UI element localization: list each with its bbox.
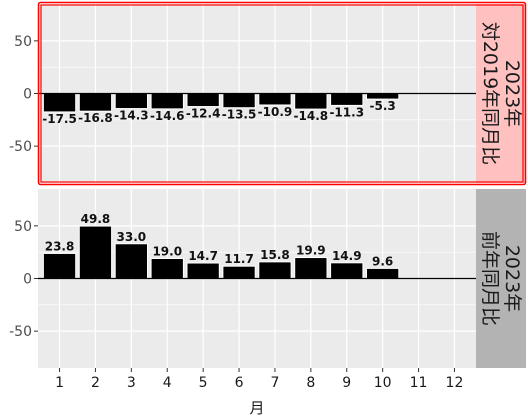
x-tick-label: 9 [342, 375, 351, 391]
y-tick-label: 50 [14, 219, 32, 235]
value-label: 19.9 [296, 244, 326, 258]
x-tick-label: 11 [410, 375, 428, 391]
value-label: 49.8 [81, 212, 111, 226]
value-label: -13.5 [222, 108, 257, 122]
bar-month-5 [186, 93, 220, 108]
x-tick-label: 2 [91, 375, 100, 391]
facet-strip [476, 4, 526, 183]
bar-month-2 [78, 225, 113, 279]
bar-month-2 [78, 93, 113, 112]
facet-strip-label: 前年同月比 [479, 231, 501, 326]
value-label: 23.8 [45, 239, 75, 253]
bar-month-3 [114, 243, 148, 280]
y-tick-label: -50 [9, 139, 32, 155]
value-label: -11.3 [329, 105, 364, 119]
value-label: 14.9 [332, 249, 362, 263]
value-label: -12.4 [186, 107, 221, 121]
x-tick-label: 5 [199, 375, 208, 391]
value-label: -17.5 [42, 112, 77, 126]
y-tick-label: 0 [23, 87, 32, 103]
value-label: -16.8 [78, 111, 113, 125]
x-tick-label: 1 [55, 375, 64, 391]
bar-month-9 [330, 93, 364, 106]
facet-strip [476, 189, 526, 368]
bar-month-3 [114, 93, 148, 110]
y-tick-label: -50 [9, 324, 32, 340]
bar-month-4 [150, 93, 184, 110]
bar-month-1 [42, 93, 77, 113]
x-tick-label: 6 [235, 375, 244, 391]
bar-month-9 [330, 262, 364, 280]
bar-month-7 [258, 93, 292, 106]
value-label: -5.3 [370, 99, 396, 113]
bar-month-4 [150, 257, 184, 279]
value-label: 14.7 [188, 249, 218, 263]
x-axis-title: 月 [249, 399, 264, 417]
value-label: 11.7 [224, 252, 254, 266]
x-tick-label: 10 [374, 375, 392, 391]
facet-strip-label: 2023年 [501, 245, 523, 312]
bar-month-10 [366, 267, 400, 279]
bar-month-8 [294, 93, 328, 110]
value-label: -14.8 [294, 109, 329, 123]
facet-panel-2: 23.8 49.8 33.0 19.0 14.7 11.7 15.8 19.9 14.9 9.6 5… [9, 189, 526, 368]
value-label: 15.8 [260, 248, 290, 262]
value-label: 19.0 [152, 244, 182, 258]
x-tick-label: 12 [446, 375, 464, 391]
value-label: 9.6 [372, 254, 393, 268]
x-tick-label: 3 [127, 375, 136, 391]
bar-month-5 [186, 262, 220, 279]
highlight-border-inner [40, 4, 524, 183]
x-axis: 1 2 3 4 5 6 7 8 9 10 11 12 [55, 368, 463, 391]
bar-month-8 [294, 257, 328, 280]
value-label: -14.6 [150, 109, 185, 123]
bar-month-7 [258, 261, 292, 279]
value-label: 33.0 [117, 230, 147, 244]
x-tick-label: 4 [163, 375, 172, 391]
bar-month-1 [42, 252, 77, 280]
y-tick-label: 50 [14, 34, 32, 50]
y-tick-label: 0 [23, 272, 32, 288]
x-tick-label: 8 [306, 375, 315, 391]
facet-strip-label: 2023年 [501, 60, 523, 127]
value-label: -10.9 [258, 105, 293, 119]
value-label: -14.3 [114, 109, 149, 123]
highlight-border [37, 1, 527, 186]
facet-panel-1: -17.5 -16.8 -14.3 -14.6 -12.4 -13.5 -10.9 -14.8… [9, 1, 527, 186]
facet-strip-label: 対2019年同月比 [479, 22, 501, 165]
bar-month-6 [222, 265, 256, 280]
x-tick-label: 7 [270, 375, 279, 391]
bar-month-6 [222, 93, 256, 109]
